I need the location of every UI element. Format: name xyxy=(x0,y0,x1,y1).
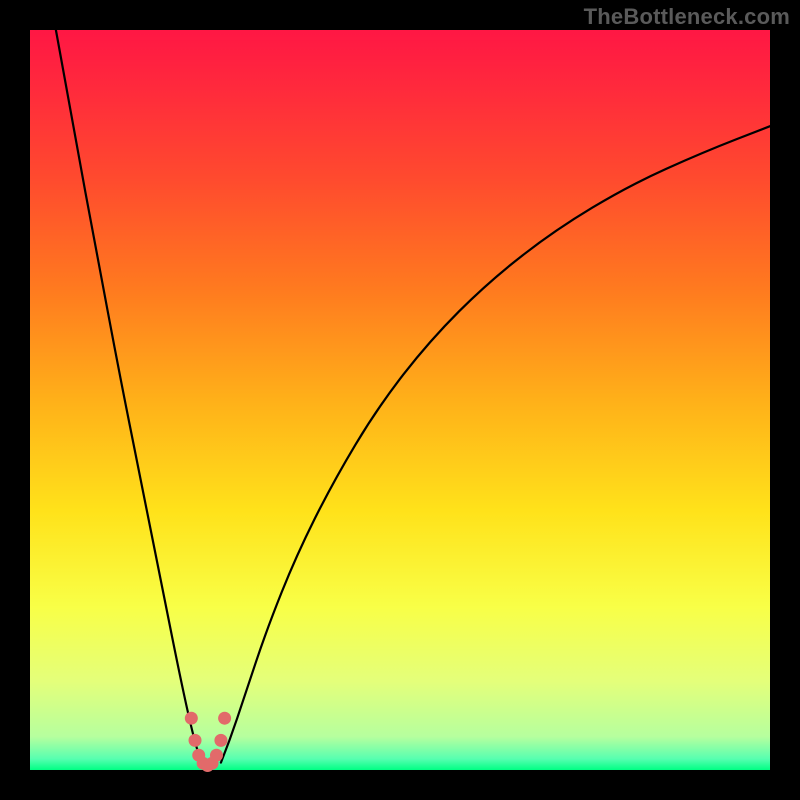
bottleneck-chart-svg xyxy=(0,0,800,800)
optimal-marker-dot xyxy=(189,734,202,747)
optimal-marker-dot xyxy=(210,749,223,762)
optimal-marker-dot xyxy=(185,712,198,725)
plot-background-gradient xyxy=(30,30,770,770)
optimal-marker-dot xyxy=(218,712,231,725)
chart-stage: TheBottleneck.com xyxy=(0,0,800,800)
optimal-marker-dot xyxy=(214,734,227,747)
